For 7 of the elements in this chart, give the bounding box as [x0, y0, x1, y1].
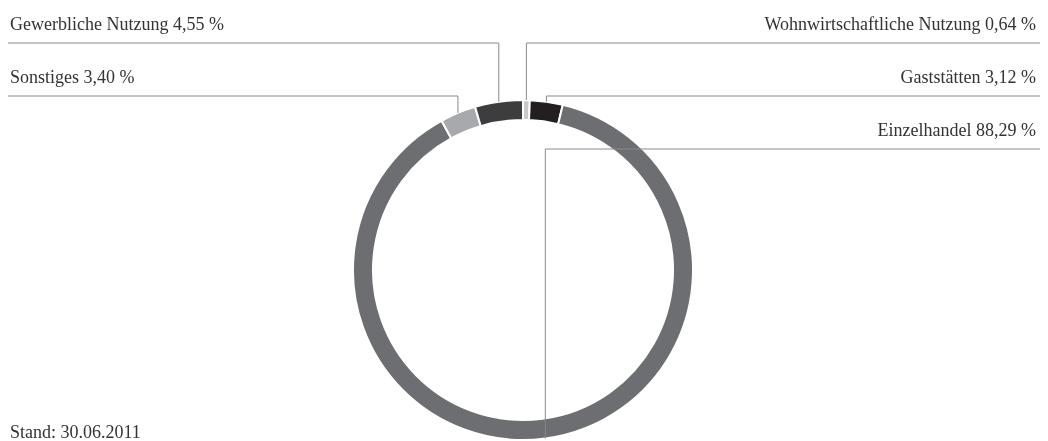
slice-label: Einzelhandel 88,29 %: [877, 120, 1036, 140]
text: Stand: 30.06.2011: [10, 422, 141, 441]
slice-label: Wohnwirtschaftliche Nutzung 0,64 %: [764, 14, 1036, 34]
donut-slice: [352, 103, 694, 441]
slice-label: Gaststätten 3,12 %: [900, 67, 1036, 87]
slice-label: Sonstiges 3,40 %: [10, 67, 135, 87]
slice-label: Gewerbliche Nutzung 4,55 %: [10, 14, 224, 34]
